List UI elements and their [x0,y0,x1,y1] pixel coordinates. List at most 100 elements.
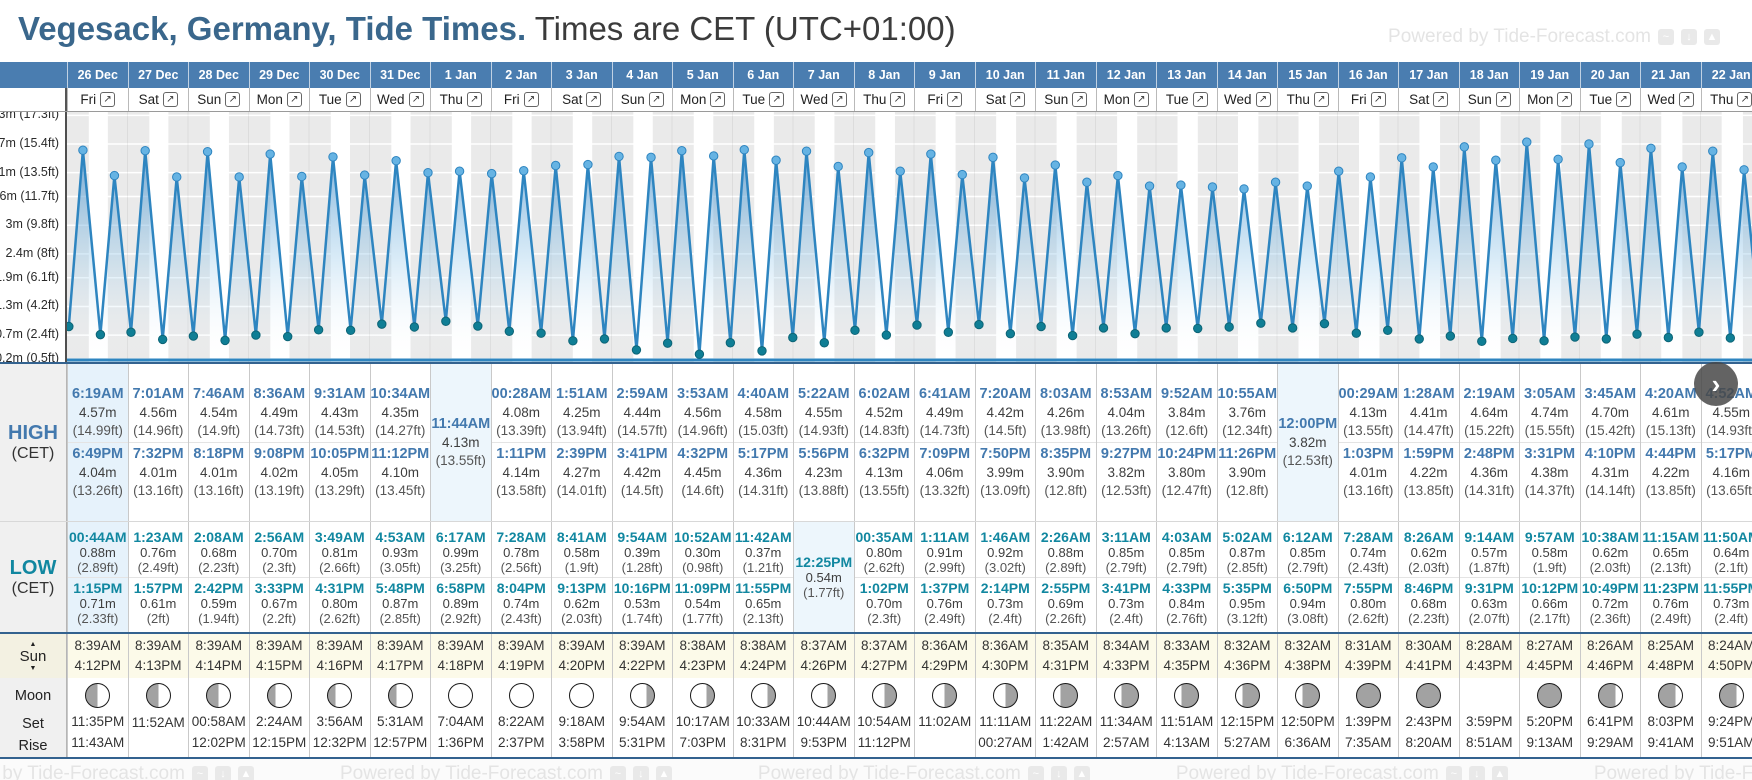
sunset-time: 4:29PM [921,658,969,673]
expand-day-button[interactable]: ↗ [345,92,361,107]
tide-height-ft: (3.08ft) [1287,610,1329,626]
low-tide-marker [1098,323,1109,333]
tide-height-m: 4.44m [623,405,662,420]
expand-day-button[interactable]: ↗ [1557,92,1573,107]
tide-time: 10:16PM [613,579,671,596]
expand-day-button[interactable]: ↗ [1433,92,1449,107]
moon-phase-icon [1658,683,1684,708]
tide-time: 10:24PM [1157,446,1217,462]
weekday-label: Tue [1165,92,1189,107]
tide-height-ft: (2.03ft) [1589,559,1631,575]
expand-day-button[interactable]: ↗ [890,92,906,107]
sunset-time: 4:38PM [1284,658,1332,673]
expand-day-button[interactable]: ↗ [586,92,602,107]
tide-height-ft: (2.49ft) [137,559,179,575]
tide-entry: 2:56AM 0.70m (2.3ft) [250,527,310,577]
low-tide-marker [1477,336,1487,347]
high-tide-marker [1082,177,1092,187]
expand-day-button[interactable]: ↗ [466,92,482,107]
expand-day-button[interactable]: ↗ [1192,92,1208,107]
weekday-cell: Mon ↗ [1519,88,1580,111]
expand-day-button[interactable]: ↗ [100,92,116,107]
expand-day-button[interactable]: ↗ [225,92,241,107]
tide-time: 9:31AM [313,386,366,402]
expand-day-button[interactable]: ↗ [1009,92,1025,107]
tide-height-ft: (13.58ft) [496,483,547,498]
tide-height-ft: (2.89ft) [1045,559,1087,575]
expand-day-button[interactable]: ↗ [408,92,424,107]
expand-day-button[interactable]: ↗ [947,92,963,107]
moon-row-label: Moon [14,688,52,704]
tide-entry: 4:32PM 4.45m (14.6ft) [673,442,733,502]
watermark-bottom: Powered by Tide-Forecast.com ~ ↓ ▲ [340,763,672,780]
low-tide-cell: 5:02AM 0.87m (2.85ft) 5:35PM 0.95m (3.12ft) [1216,522,1277,632]
low-tide-cell: 1:11AM 0.91m (2.99ft) 1:37PM 0.76m (2.49ft) [914,522,975,632]
moon-cell: 3:59PM 8:51AM [1458,678,1520,757]
expand-day-button[interactable]: ↗ [1616,92,1632,107]
expand-day-button[interactable]: ↗ [286,92,302,107]
tide-time: 9:57AM [1524,528,1575,545]
moon-cell: 5:31AM 12:57PM [369,678,431,757]
tide-time: 2:39PM [556,446,608,462]
expand-day-button[interactable]: ↗ [1737,92,1752,107]
moon-phase-icon [992,683,1018,708]
cet-label: (CET) [11,579,55,597]
watermark-wave-icon: ~ [1445,765,1462,780]
tide-time: 8:35PM [1040,446,1092,462]
expand-day-button[interactable]: ↗ [162,92,178,107]
sunrise-time: 8:36AM [921,638,969,653]
expand-day-button[interactable]: ↗ [648,92,664,107]
weekday-cell: Wed ↗ [1640,88,1701,111]
moon-phase-icon [448,683,474,708]
expand-day-button[interactable]: ↗ [1313,92,1329,107]
sunset-time: 4:27PM [860,658,908,673]
expand-day-button[interactable]: ↗ [769,92,785,107]
tide-entry: 1:57PM 0.61m (2ft) [128,576,188,628]
moonrise-time: 9:41AM [1647,735,1695,750]
weekday-row: Fri ↗ Sat ↗ Sun ↗ Mon ↗ Tue ↗ Wed ↗ Thu ↗ Fri ↗ Sat ↗ Sun ↗… [0,88,1752,112]
expand-day-button[interactable]: ↗ [1255,92,1271,107]
tide-time: 4:20AM [1644,386,1697,402]
moon-cell: 11:51AM 4:13AM [1156,678,1217,757]
low-tide-cell: 4:53AM 0.93m (3.05ft) 5:48PM 0.87m (2.85ft) [369,522,430,632]
high-tide-marker [1270,177,1281,187]
tide-height-ft: (2ft) [146,610,170,626]
moon-cell: 11:11AM 00:27AM [974,678,1036,757]
tide-height-ft: (13.16ft) [193,483,244,498]
low-tide-cell: 00:44AM 0.88m (2.89ft) 1:15PM 0.71m (2.33ft) [67,522,128,632]
low-tide-marker [662,338,673,348]
tide-entry: 9:27PM 3.82m (12.53ft) [1096,442,1156,502]
expand-day-button[interactable]: ↗ [710,92,726,107]
tide-height-m: 4.13m [865,465,904,480]
tide-height-ft: (14.6ft) [681,483,725,498]
tide-height-ft: (1.77ft) [682,610,724,626]
watermark-mountain-icon: ▲ [1073,765,1090,780]
tide-height-ft: (1.28ft) [621,559,663,575]
low-tide-marker [188,331,199,341]
expand-day-button[interactable]: ↗ [523,92,539,107]
tide-entry: 7:28AM 0.74m (2.43ft) [1339,527,1399,577]
moon-phase-icon [569,683,595,708]
tide-height-m: 4.22m [1409,465,1448,480]
tide-height-m: 4.13m [441,435,480,450]
tide-time: 7:09PM [919,446,971,462]
expand-day-button[interactable]: ↗ [1679,92,1694,107]
high-tide-marker [1239,184,1249,194]
expand-day-button[interactable]: ↗ [1072,92,1088,107]
expand-day-button[interactable]: ↗ [832,92,847,107]
expand-day-button[interactable]: ↗ [1495,92,1511,107]
tide-entry: 10:38AM 0.62m (2.03ft) [1581,527,1641,577]
date-header-cell: 31 Dec [369,62,431,88]
tide-height-ft: (13.19ft) [254,483,305,498]
expand-day-button[interactable]: ↗ [1133,92,1149,107]
high-tide-cell: 6:19AM 4.57m (14.99ft) 6:49PM 4.04m (13.26ft) [67,364,128,521]
tide-entry: 1:02PM 0.70m (2.3ft) [854,576,914,628]
next-page-button[interactable]: › [1694,362,1738,406]
tide-entry: 6:50PM 0.94m (3.08ft) [1278,576,1338,628]
expand-day-button[interactable]: ↗ [1370,92,1386,107]
low-tide-marker [1193,323,1203,334]
tide-height-m: 4.16m [1712,465,1751,480]
moon-cell: 9:24PM 9:51AM [1700,678,1752,757]
sunrise-time: 8:39AM [134,638,182,653]
sunrise-time: 8:32AM [1284,638,1332,653]
